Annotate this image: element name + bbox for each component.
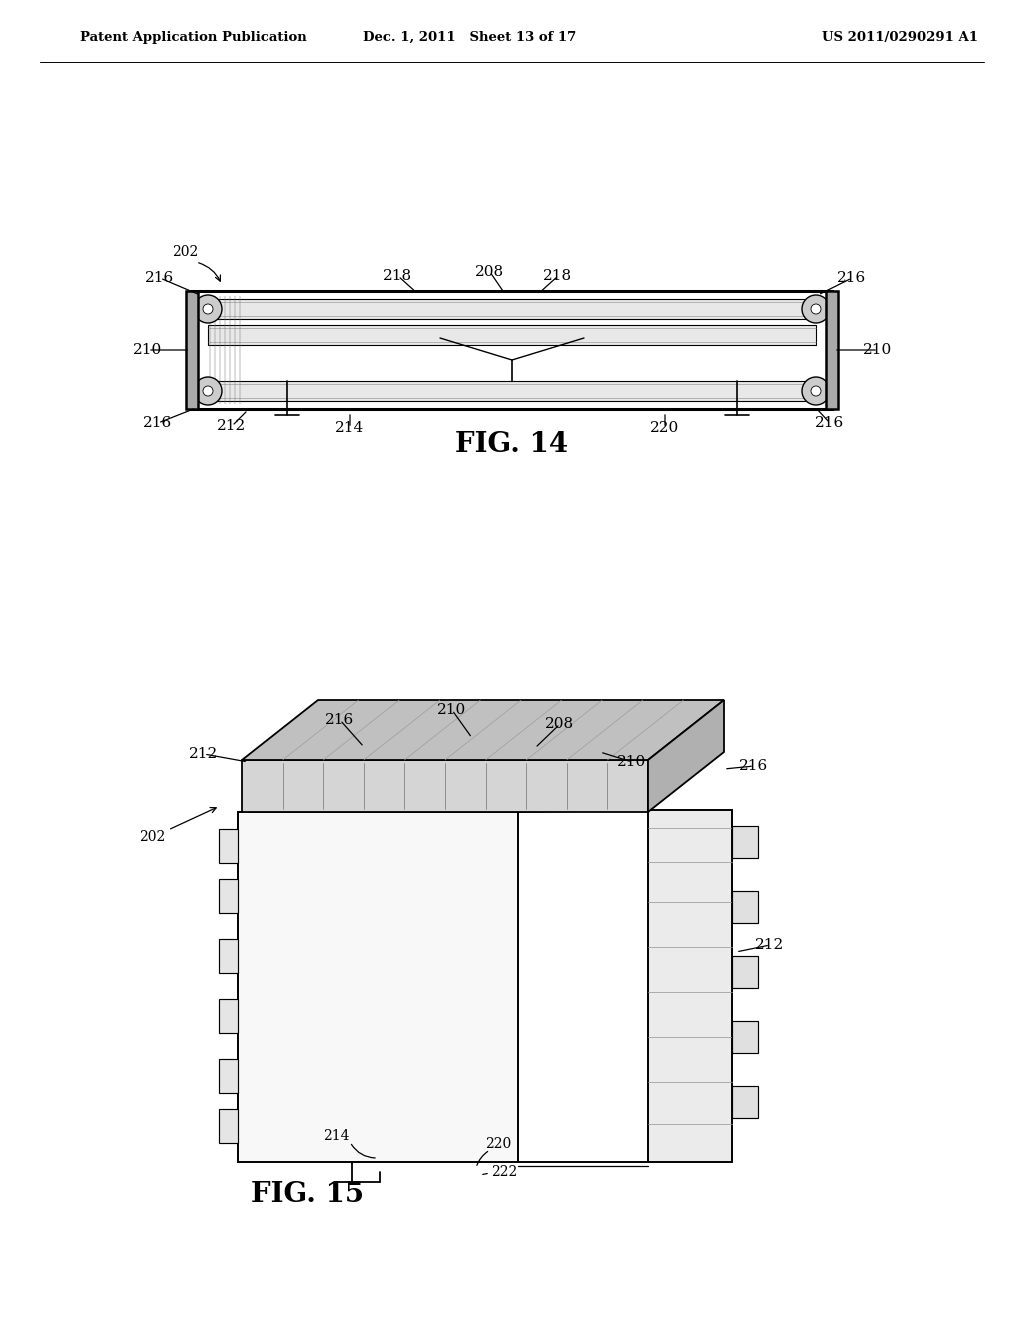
Polygon shape bbox=[208, 300, 816, 319]
Text: 216: 216 bbox=[815, 416, 845, 430]
Circle shape bbox=[194, 378, 222, 405]
Polygon shape bbox=[219, 999, 238, 1034]
Polygon shape bbox=[238, 812, 518, 1162]
Text: 214: 214 bbox=[336, 421, 365, 436]
Polygon shape bbox=[732, 826, 758, 858]
Text: 216: 216 bbox=[145, 271, 175, 285]
Polygon shape bbox=[826, 290, 838, 409]
Text: 212: 212 bbox=[756, 939, 784, 952]
Text: 216: 216 bbox=[326, 713, 354, 727]
Text: 210: 210 bbox=[863, 343, 893, 356]
Text: 210: 210 bbox=[437, 704, 467, 717]
Polygon shape bbox=[193, 290, 831, 409]
Text: 202: 202 bbox=[172, 246, 198, 259]
Text: 212: 212 bbox=[217, 418, 247, 433]
Polygon shape bbox=[648, 700, 724, 812]
Text: US 2011/0290291 A1: US 2011/0290291 A1 bbox=[822, 30, 978, 44]
Text: 210: 210 bbox=[133, 343, 163, 356]
Text: 216: 216 bbox=[143, 416, 173, 430]
Text: 208: 208 bbox=[546, 717, 574, 731]
Text: 210: 210 bbox=[617, 755, 646, 770]
Text: Patent Application Publication: Patent Application Publication bbox=[80, 30, 307, 44]
Polygon shape bbox=[648, 810, 732, 1162]
Text: 216: 216 bbox=[838, 271, 866, 285]
Polygon shape bbox=[208, 325, 816, 345]
Circle shape bbox=[802, 378, 830, 405]
Circle shape bbox=[811, 304, 821, 314]
Text: 220: 220 bbox=[650, 421, 680, 436]
Polygon shape bbox=[242, 700, 724, 760]
Text: FIG. 14: FIG. 14 bbox=[456, 430, 568, 458]
Polygon shape bbox=[219, 1059, 238, 1093]
Polygon shape bbox=[219, 1109, 238, 1143]
Polygon shape bbox=[242, 760, 648, 812]
Text: 218: 218 bbox=[544, 269, 572, 282]
Polygon shape bbox=[219, 879, 238, 913]
Circle shape bbox=[802, 294, 830, 323]
Text: 218: 218 bbox=[383, 269, 413, 282]
Text: 214: 214 bbox=[323, 1129, 349, 1143]
Text: 222: 222 bbox=[490, 1166, 517, 1179]
Polygon shape bbox=[732, 956, 758, 987]
Polygon shape bbox=[732, 1086, 758, 1118]
Polygon shape bbox=[732, 1020, 758, 1053]
Text: Dec. 1, 2011   Sheet 13 of 17: Dec. 1, 2011 Sheet 13 of 17 bbox=[364, 30, 577, 44]
Circle shape bbox=[194, 294, 222, 323]
Text: 202: 202 bbox=[139, 830, 165, 843]
Polygon shape bbox=[219, 939, 238, 973]
Text: 216: 216 bbox=[739, 759, 769, 774]
Text: 212: 212 bbox=[189, 747, 219, 762]
Circle shape bbox=[203, 385, 213, 396]
Text: 208: 208 bbox=[475, 265, 505, 279]
Circle shape bbox=[203, 304, 213, 314]
Polygon shape bbox=[208, 381, 816, 401]
Polygon shape bbox=[186, 290, 198, 409]
Text: FIG. 15: FIG. 15 bbox=[252, 1180, 365, 1208]
Polygon shape bbox=[732, 891, 758, 923]
Circle shape bbox=[811, 385, 821, 396]
Polygon shape bbox=[219, 829, 238, 863]
Text: 220: 220 bbox=[485, 1137, 511, 1151]
